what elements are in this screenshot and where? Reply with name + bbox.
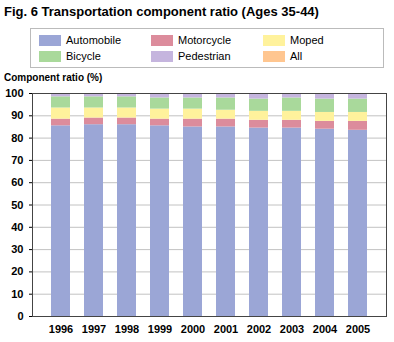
svg-text:50: 50 xyxy=(11,199,23,211)
svg-text:90: 90 xyxy=(11,109,23,121)
svg-text:1998: 1998 xyxy=(115,323,139,335)
html-text:Fig. 6 Transportation componen: Fig. 6 Transportation component ratio (A… xyxy=(4,4,319,19)
svg-text:2004: 2004 xyxy=(313,323,338,335)
svg-text:10: 10 xyxy=(11,288,23,300)
html-text:Moped: Moped xyxy=(290,34,324,46)
svg-text:70: 70 xyxy=(11,154,23,166)
svg-text:1996: 1996 xyxy=(49,323,73,335)
html-text:Pedestrian: Pedestrian xyxy=(178,50,231,62)
svg-text:1999: 1999 xyxy=(148,323,172,335)
svg-text:20: 20 xyxy=(11,265,23,277)
svg-text:30: 30 xyxy=(11,243,23,255)
svg-text:80: 80 xyxy=(11,132,23,144)
html-text:All: All xyxy=(290,50,303,62)
svg-text:2001: 2001 xyxy=(214,323,238,335)
svg-text:2003: 2003 xyxy=(280,323,304,335)
svg-text:2005: 2005 xyxy=(346,323,370,335)
svg-text:60: 60 xyxy=(11,176,23,188)
svg-text:100: 100 xyxy=(5,87,23,99)
svg-text:2000: 2000 xyxy=(181,323,205,335)
svg-text:0: 0 xyxy=(17,310,23,322)
svg-text:40: 40 xyxy=(11,221,23,233)
html-text:Automobile: Automobile xyxy=(66,34,121,46)
html-text:Bicycle: Bicycle xyxy=(66,50,101,62)
svg-text:1997: 1997 xyxy=(82,323,106,335)
html-text:Component ratio (%): Component ratio (%) xyxy=(4,72,103,83)
svg-text:2002: 2002 xyxy=(247,323,271,335)
html-text:Motorcycle: Motorcycle xyxy=(178,34,232,46)
